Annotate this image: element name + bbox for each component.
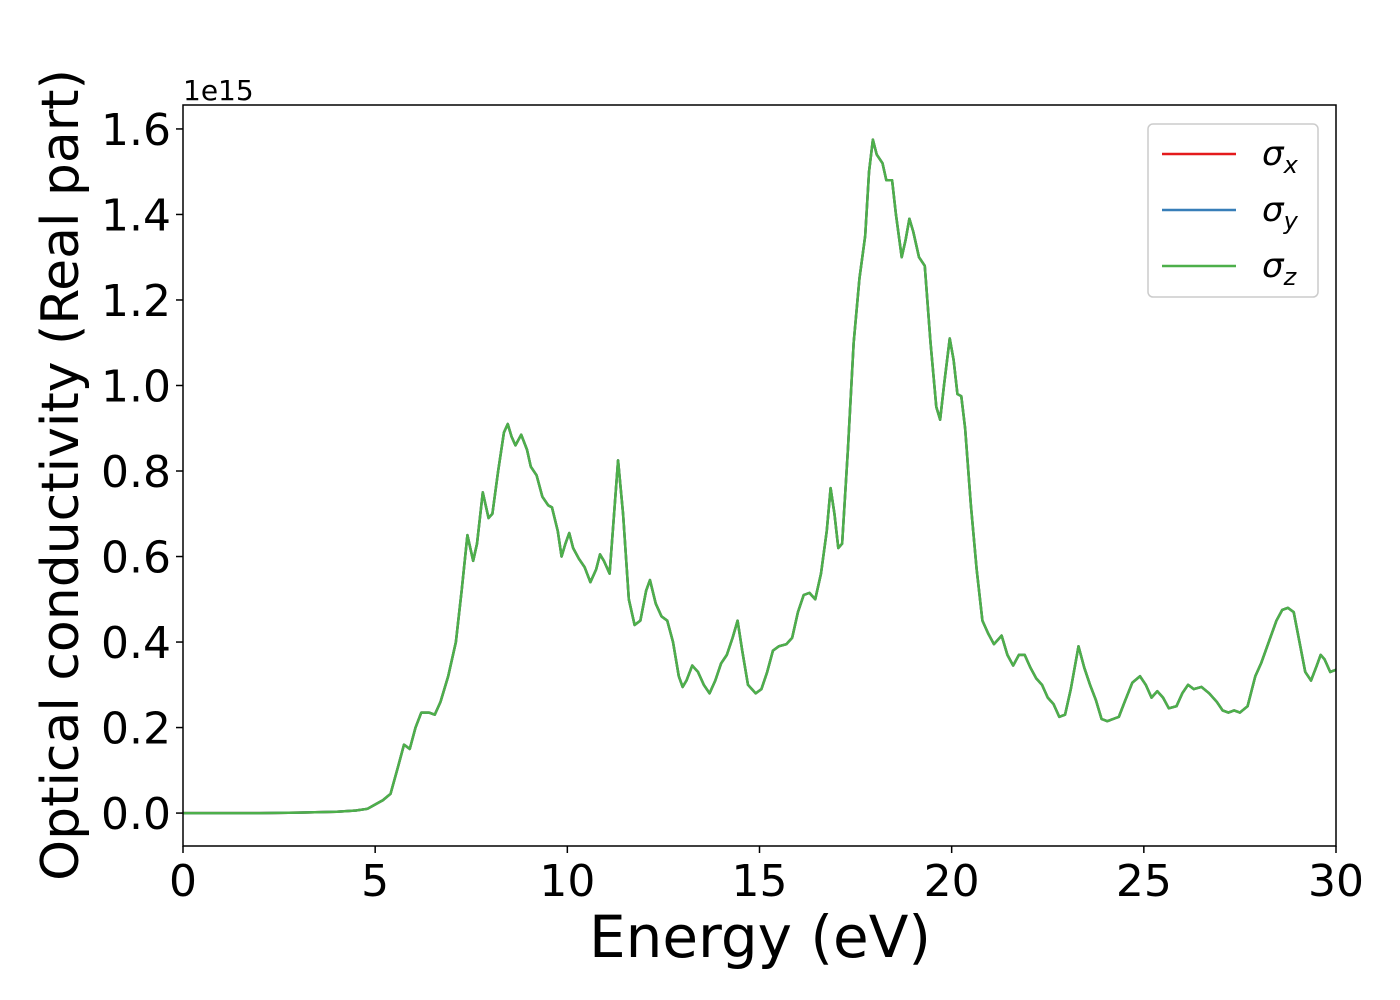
y-tick-label: 1.2 xyxy=(101,276,171,327)
y-tick-label: 0.4 xyxy=(101,618,171,669)
legend-label: σx xyxy=(1262,134,1299,179)
y-tick-label: 0.2 xyxy=(101,704,171,755)
x-tick-label: 25 xyxy=(1116,856,1172,907)
y-tick-label: 0.0 xyxy=(101,789,171,840)
y-tick-label: 1.4 xyxy=(101,190,171,241)
y-tick-label: 1.0 xyxy=(101,361,171,412)
y-axis-label: Optical conductivity (Real part) xyxy=(31,69,91,881)
x-tick-label: 15 xyxy=(732,856,788,907)
series-line xyxy=(183,138,1336,815)
x-tick-label: 20 xyxy=(924,856,980,907)
x-tick-label: 5 xyxy=(361,856,389,907)
axes-frame xyxy=(182,104,1337,847)
y-tick-label: 1.6 xyxy=(101,105,171,156)
offset-text: 1e15 xyxy=(183,74,254,107)
legend-label: σz xyxy=(1262,246,1298,291)
x-tick-label: 10 xyxy=(539,856,595,907)
x-tick-label: 0 xyxy=(169,856,197,907)
y-tick-label: 0.8 xyxy=(101,447,171,498)
y-tick-label: 0.6 xyxy=(101,533,171,584)
x-axis-label: Energy (eV) xyxy=(589,903,931,971)
x-tick-label: 30 xyxy=(1308,856,1364,907)
legend-label: σy xyxy=(1262,190,1299,235)
